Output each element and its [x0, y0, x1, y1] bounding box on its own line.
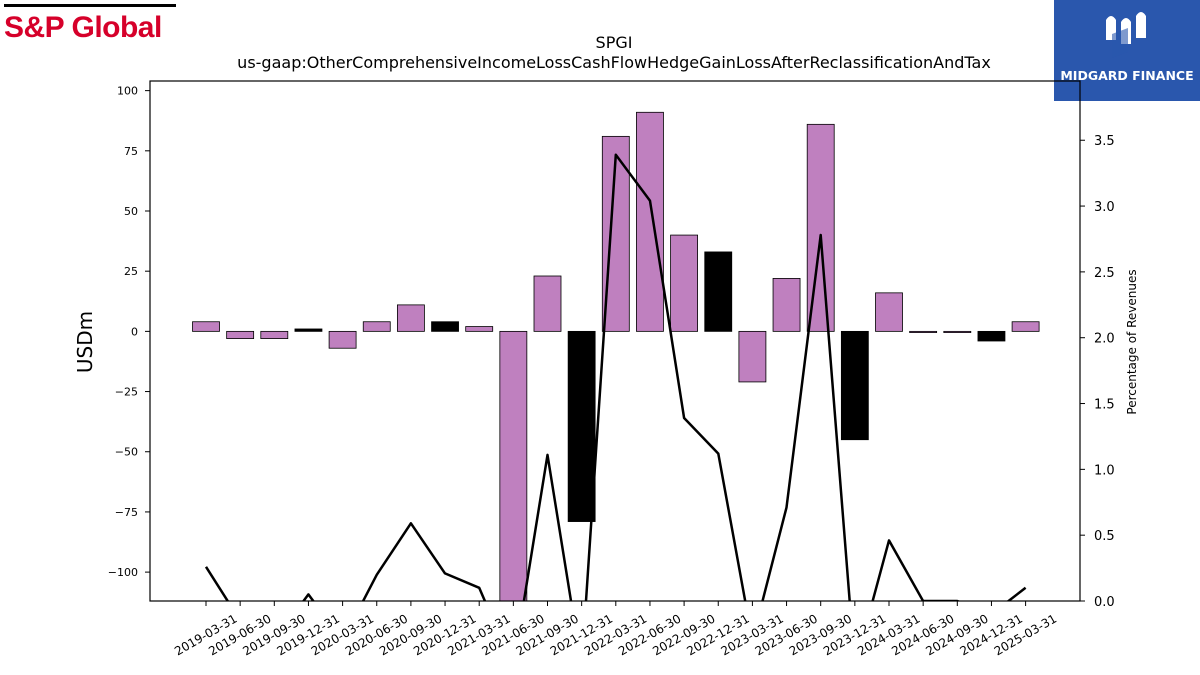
line-series-group [204, 153, 1027, 601]
bar-2021-09-30 [533, 275, 562, 332]
bar-2023-12-31 [840, 330, 869, 441]
y2-axis-label: Percentage of Revenues [1125, 269, 1139, 414]
bar-2020-06-30 [362, 321, 391, 332]
y2-tick-label: 0.5 [1094, 529, 1115, 544]
y-tick-label: −75 [115, 506, 138, 519]
bar-2021-12-31 [567, 330, 596, 522]
bar-2022-12-31 [704, 251, 733, 332]
y2-tick-label: 1.5 [1094, 398, 1115, 413]
y-tick-label: 50 [124, 205, 138, 218]
bar-2019-06-30 [226, 330, 255, 339]
plot-frame [149, 80, 1081, 602]
bar-2020-09-30 [396, 304, 425, 332]
y-tick-label: 100 [117, 85, 138, 98]
bar-2022-09-30 [670, 234, 698, 332]
y-axis-label: USDm [73, 311, 97, 373]
y2-tick-label: 3.0 [1094, 200, 1115, 215]
plot-area: 100 75 50 25 0 −25 −50 −75 −100 0.0 0.5 1.0 1.5 2.0 2.… [108, 80, 1115, 658]
y2-tick-label: 2.5 [1094, 266, 1115, 281]
bar-2020-12-31 [431, 321, 459, 332]
bar-2024-12-31 [977, 330, 1006, 342]
y-tick-label: −25 [115, 386, 138, 399]
bar-series [192, 111, 1040, 601]
y-tick-label: 0 [131, 325, 138, 338]
sp-global-logo: S&P Global [4, 4, 176, 44]
y2-tick-label: 1.0 [1094, 463, 1115, 478]
y-tick-label: 25 [124, 265, 138, 278]
bar-2019-03-31 [192, 321, 220, 332]
bar-2024-06-30 [909, 330, 938, 333]
y2-tick-label: 0.0 [1094, 595, 1115, 610]
bar-2024-03-31 [875, 292, 903, 332]
bar-2022-06-30 [636, 111, 664, 332]
bar-2019-09-30 [260, 330, 289, 339]
bar-2023-03-31 [738, 330, 767, 383]
y-tick-label: 75 [124, 145, 138, 158]
bar-2021-06-30 [499, 330, 528, 601]
logo-rule [4, 4, 176, 7]
midgard-finance-logo: MIDGARD FINANCE [1054, 0, 1200, 101]
chart-title: SPGI [596, 33, 633, 52]
bar-2021-03-31 [465, 326, 494, 332]
y2-tick-label: 2.0 [1094, 332, 1115, 347]
midgard-logo-text: MIDGARD FINANCE [1060, 68, 1194, 83]
y-tick-label: −100 [108, 566, 138, 579]
bar-2024-09-30 [943, 330, 972, 333]
sp-global-logo-text: S&P Global [4, 11, 162, 44]
y2-tick-label: 3.5 [1094, 134, 1115, 149]
bar-2023-06-30 [772, 278, 801, 332]
bar-2019-12-31 [294, 328, 323, 332]
bar-2025-03-31 [1011, 321, 1040, 332]
bar-2020-03-31 [328, 330, 357, 349]
midgard-mark-icon [1106, 12, 1146, 58]
y-tick-label: −50 [115, 446, 138, 459]
chart-subtitle: us-gaap:OtherComprehensiveIncomeLossCash… [237, 53, 991, 72]
line-series [204, 153, 1027, 601]
